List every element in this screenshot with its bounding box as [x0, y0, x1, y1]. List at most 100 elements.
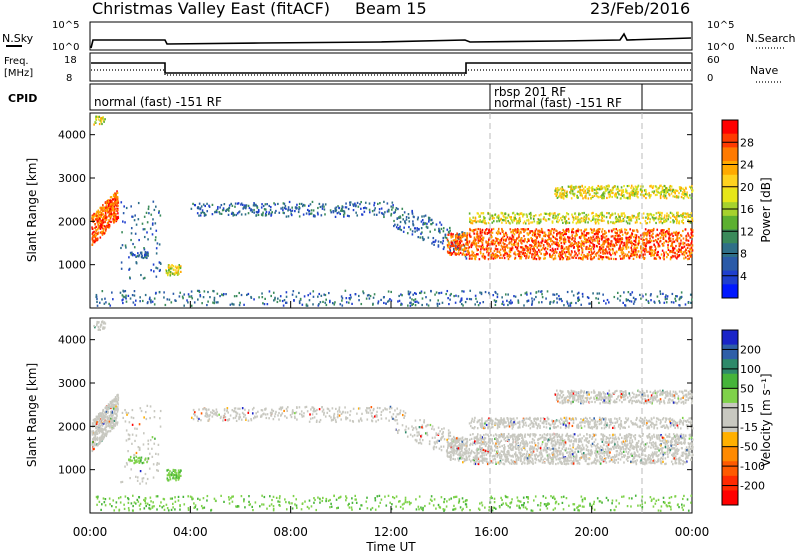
- echo-cell: [633, 300, 636, 303]
- echo-cell: [172, 473, 174, 476]
- echo-cell: [364, 206, 366, 209]
- echo-cell: [503, 232, 505, 236]
- echo-cell: [680, 250, 683, 254]
- echo-cell: [485, 222, 488, 225]
- echo-cell: [497, 255, 500, 258]
- echo-cell: [689, 247, 691, 250]
- echo-cell: [579, 194, 582, 197]
- echo-cell: [622, 217, 625, 221]
- echo-cell: [151, 222, 154, 225]
- echo-cell: [104, 432, 107, 435]
- echo-cell: [100, 231, 102, 234]
- echo-cell: [450, 243, 453, 246]
- echo-cell: [344, 289, 347, 292]
- echo-cell: [590, 231, 593, 234]
- echo-cell: [276, 300, 279, 304]
- echo-cell: [96, 438, 99, 441]
- echo-cell: [613, 295, 616, 299]
- echo-cell: [153, 297, 156, 300]
- echo-cell: [520, 246, 523, 249]
- echo-cell: [187, 293, 190, 296]
- echo-cell: [158, 291, 161, 294]
- echo-cell: [674, 233, 677, 237]
- echo-cell: [96, 436, 99, 439]
- echo-cell: [407, 304, 409, 307]
- echo-cell: [470, 254, 472, 257]
- echo-cell: [672, 247, 674, 250]
- echo-cell: [687, 239, 690, 242]
- echo-cell: [679, 304, 681, 307]
- echo-cell: [228, 204, 231, 207]
- echo-cell: [158, 210, 160, 213]
- echo-cell: [523, 253, 525, 256]
- echo-cell: [670, 239, 672, 243]
- echo-cell: [515, 218, 518, 221]
- echo-cell: [565, 220, 568, 223]
- echo-cell: [647, 240, 650, 243]
- echo-cell: [577, 218, 580, 221]
- echo-cell: [635, 298, 637, 301]
- echo-cell: [493, 254, 496, 257]
- echo-cell: [519, 218, 521, 222]
- echo-cell: [553, 300, 555, 303]
- echo-cell: [151, 436, 154, 439]
- echo-cell: [104, 406, 107, 410]
- echo-cell: [201, 210, 204, 214]
- echo-cell: [520, 255, 523, 258]
- echo-cell: [242, 203, 244, 207]
- echo-cell: [520, 257, 522, 260]
- echo-cell: [559, 235, 561, 238]
- echo-cell: [470, 235, 472, 238]
- echo-cell: [653, 239, 655, 243]
- echo-cell: [496, 254, 498, 257]
- echo-cell: [206, 210, 209, 213]
- echo-cell: [575, 215, 577, 218]
- ytick-label: 3000: [58, 172, 86, 185]
- echo-cell: [516, 243, 518, 246]
- echo-cell: [300, 202, 303, 206]
- echo-cell: [549, 244, 552, 247]
- echo-cell: [352, 204, 355, 207]
- echo-cell: [551, 243, 553, 246]
- echo-cell: [467, 253, 470, 256]
- echo-cell: [238, 416, 241, 419]
- echo-cell: [665, 294, 667, 297]
- echo-cell: [451, 242, 454, 245]
- echo-cell: [549, 212, 551, 215]
- echo-cell: [298, 206, 301, 209]
- echo-cell: [635, 219, 638, 222]
- echo-cell: [457, 251, 460, 254]
- echo-cell: [101, 230, 103, 233]
- echo-cell: [505, 221, 508, 225]
- echo-cell: [446, 228, 449, 231]
- echo-cell: [277, 202, 279, 206]
- echo-cell: [671, 212, 673, 215]
- echo-cell: [567, 248, 570, 252]
- echo-cell: [339, 212, 341, 216]
- echo-cell: [93, 419, 96, 422]
- echo-cell: [390, 214, 392, 217]
- echo-cell: [166, 274, 169, 277]
- echo-cell: [629, 234, 632, 237]
- echo-cell: [648, 221, 651, 224]
- echo-cell: [471, 219, 474, 223]
- echo-cell: [592, 216, 594, 219]
- echo-cell: [686, 195, 689, 198]
- echo-cell: [154, 236, 157, 239]
- echo-cell: [488, 238, 490, 241]
- echo-cell: [146, 221, 149, 224]
- echo-cell: [479, 252, 482, 255]
- echo-cell: [122, 289, 124, 292]
- echo-cell: [296, 207, 298, 210]
- echo-cell: [146, 477, 149, 481]
- echo-cell: [144, 251, 147, 254]
- ytick-label: 2000: [58, 215, 86, 228]
- echo-cell: [328, 291, 330, 295]
- echo-cell: [544, 240, 547, 243]
- echo-cell: [446, 238, 449, 241]
- echo-cell: [580, 229, 582, 232]
- echo-cell: [649, 218, 651, 221]
- echo-cell: [417, 235, 420, 239]
- echo-cell: [608, 212, 610, 215]
- echo-cell: [635, 216, 637, 219]
